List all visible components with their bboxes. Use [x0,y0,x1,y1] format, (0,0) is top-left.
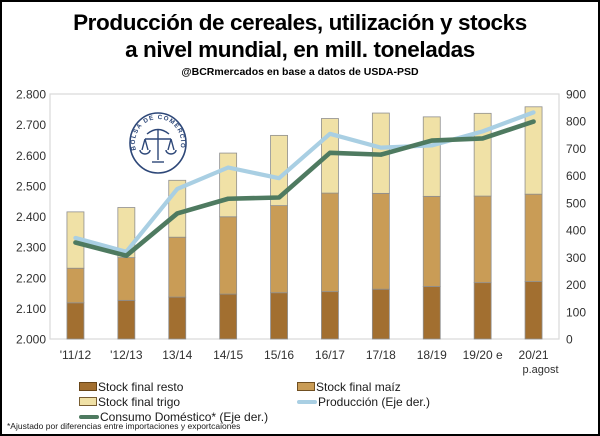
stock-trigo-swatch-icon [79,397,97,406]
svg-text:900: 900 [566,88,586,102]
chart-footnote: *Ajustado por diferencias entre importac… [7,421,241,431]
legend-item-stock-maiz: Stock final maíz [297,379,430,394]
svg-text:2.000: 2.000 [16,333,46,347]
svg-text:15/16: 15/16 [264,348,294,362]
stock-resto-swatch-icon [79,382,97,391]
legend-label: Producción (Eje der.) [318,394,431,409]
svg-text:2.200: 2.200 [16,271,46,285]
svg-text:600: 600 [566,169,586,183]
svg-text:2.300: 2.300 [16,241,46,255]
chart-header: Producción de cereales, utilización y st… [2,9,598,78]
svg-text:2.100: 2.100 [16,302,46,316]
svg-text:200: 200 [566,278,586,292]
svg-text:2.600: 2.600 [16,149,46,163]
svg-text:13/14: 13/14 [162,348,192,362]
scales-caduceus-icon [139,128,177,163]
legend-column-2: Stock final maíz Producción (Eje der.) [297,379,430,409]
svg-text:300: 300 [566,251,586,265]
svg-text:17/18: 17/18 [366,348,396,362]
legend-item-stock-resto: Stock final resto [79,379,268,394]
svg-text:p.agost: p.agost [523,364,559,376]
legend-label: Stock final maíz [316,379,401,394]
svg-text:19/20 e: 19/20 e [463,348,503,362]
svg-text:14/15: 14/15 [213,348,243,362]
svg-text:20/21: 20/21 [519,348,549,362]
consumo-line-swatch-icon [79,414,99,419]
svg-text:100: 100 [566,305,586,319]
legend-item-consumo: Consumo Doméstico* (Eje der.) [79,409,268,424]
bcr-seal-icon: BOLSA DE COMERCIO DE ROSARIO [123,105,187,174]
svg-text:'11/12: '11/12 [60,348,92,362]
bcr-logo: BOLSA DE COMERCIO DE ROSARIO [123,105,190,176]
svg-text:2.800: 2.800 [16,88,46,102]
svg-text:2.700: 2.700 [16,118,46,132]
legend-label: Stock final trigo [98,394,181,409]
stock-maiz-swatch-icon [297,382,315,391]
svg-text:0: 0 [566,333,573,347]
svg-text:16/17: 16/17 [315,348,345,362]
legend-label: Stock final resto [98,379,184,394]
page-title-line2: a nivel mundial, en mill. toneladas [125,37,475,62]
svg-text:800: 800 [566,115,586,129]
svg-text:2.400: 2.400 [16,210,46,224]
chart-source-subtitle: @BCRmercados en base a datos de USDA-PSD [181,66,419,78]
legend-item-produccion: Producción (Eje der.) [297,394,430,409]
svg-text:700: 700 [566,142,586,156]
produccion-line-swatch-icon [297,399,317,404]
svg-text:500: 500 [566,196,586,210]
legend-label: Consumo Doméstico* (Eje der.) [100,409,269,424]
page-title-line1: Producción de cereales, utilización y st… [73,10,527,35]
svg-text:2.500: 2.500 [16,179,46,193]
svg-text:18/19: 18/19 [417,348,447,362]
svg-text:'12/13: '12/13 [110,348,143,362]
legend-column-1: Stock final resto Stock final trigo Cons… [79,379,268,424]
svg-text:400: 400 [566,224,586,238]
legend-item-stock-trigo: Stock final trigo [79,394,268,409]
